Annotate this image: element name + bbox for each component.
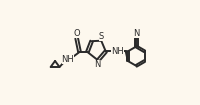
Text: NH: NH: [62, 55, 74, 64]
Text: N: N: [133, 29, 139, 38]
Text: O: O: [73, 29, 80, 38]
Text: NH: NH: [111, 47, 124, 56]
Text: S: S: [99, 32, 104, 41]
Text: N: N: [94, 60, 101, 69]
